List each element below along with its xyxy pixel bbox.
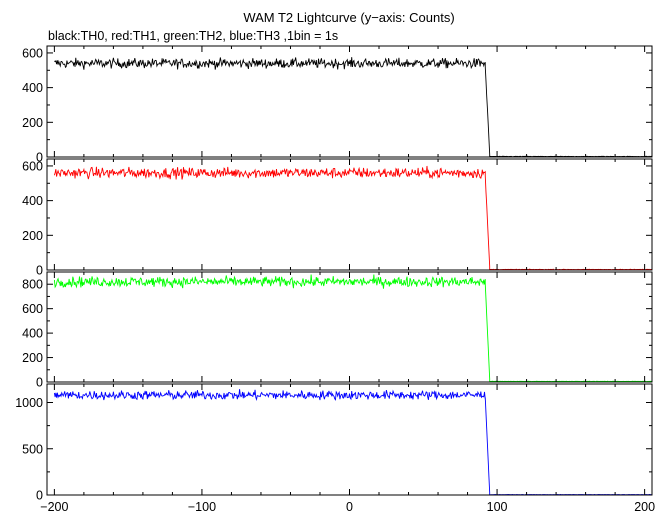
y-tick-label: 200: [22, 229, 43, 243]
panel-th0: 0 200 400 600: [22, 45, 653, 165]
y-tick-label: 400: [22, 81, 43, 95]
y-tick-label: 0: [36, 489, 43, 503]
y-tick-label: 400: [22, 327, 43, 341]
panel-frame: [46, 158, 653, 271]
series-line-th3: [53, 389, 653, 496]
y-tick-label: 500: [22, 442, 43, 456]
panel-th2: 0 200 400 600 800: [22, 271, 653, 390]
y-tick-label: 600: [22, 159, 43, 173]
y-tick-label: 600: [22, 46, 43, 60]
y-tick-label: 800: [22, 278, 43, 292]
panel-frame: [46, 383, 653, 496]
panel-th3: 0 500 1000: [15, 383, 653, 503]
y-tick-label: 0: [36, 376, 43, 390]
panel-frame: [46, 271, 653, 383]
y-tick-label: 0: [36, 151, 43, 165]
y-tick-label: 1000: [15, 396, 43, 410]
y-tick-label: 600: [22, 302, 43, 316]
panel-th1: 0 200 400 600: [22, 158, 653, 278]
x-tick-label: −100: [188, 500, 216, 514]
y-tick-label: 0: [36, 264, 43, 278]
panels-group: 0200400600020040060002004006008000500100…: [15, 45, 655, 514]
x-tick-label: 100: [487, 500, 508, 514]
x-tick-label: −200: [40, 500, 68, 514]
x-tick-label: 200: [634, 500, 655, 514]
chart-title: WAM T2 Lightcurve (y−axis: Counts): [243, 10, 454, 25]
series-line-th0: [54, 57, 653, 158]
y-tick-label: 200: [22, 351, 43, 365]
x-tick-label: 0: [346, 500, 353, 514]
series-line-th2: [53, 274, 653, 383]
chart-subtitle: black:TH0, red:TH1, green:TH2, blue:TH3 …: [48, 29, 338, 43]
series-line-th1: [53, 165, 653, 271]
y-tick-label: 200: [22, 116, 43, 130]
y-tick-label: 400: [22, 194, 43, 208]
